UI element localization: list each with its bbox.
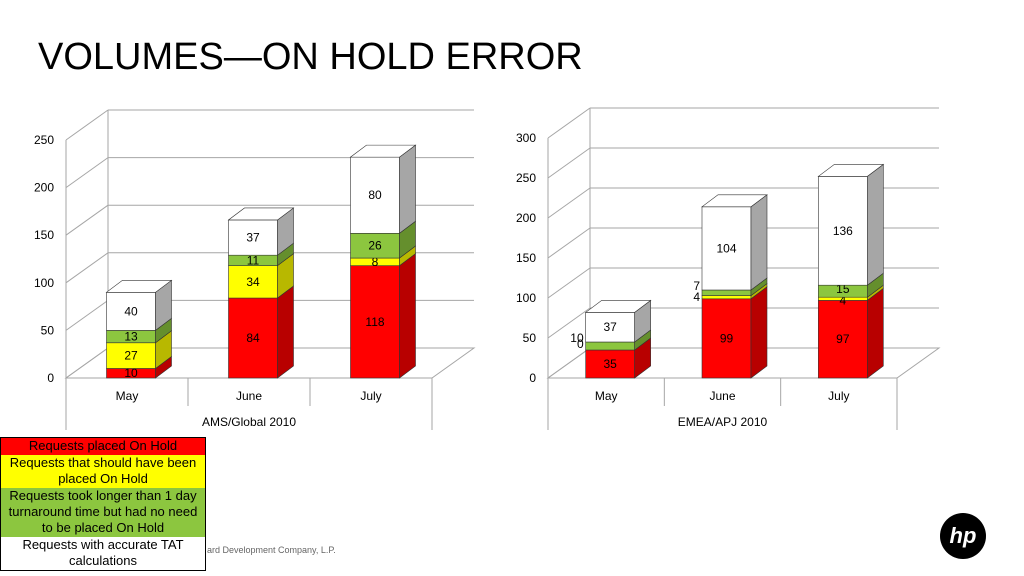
bar-segment <box>106 292 156 331</box>
data-label: 15 <box>836 282 850 296</box>
legend-item-longer-than-1-day: Requests took longer than 1 day turnarou… <box>1 488 205 537</box>
page-title: VOLUMES—ON HOLD ERROR <box>38 36 583 78</box>
data-label: 136 <box>833 224 853 238</box>
x-axis-title: AMS/Global 2010 <box>202 415 296 429</box>
data-label: 11 <box>247 253 260 267</box>
hp-logo-icon: hp <box>940 513 986 559</box>
legend: Requests placed On Hold Requests that sh… <box>0 437 206 571</box>
data-label: 27 <box>124 349 138 363</box>
bar-segment <box>106 342 156 369</box>
data-label: 84 <box>246 331 260 345</box>
y-tick-label: 0 <box>47 371 54 385</box>
y-tick-label: 100 <box>516 291 536 305</box>
bar-top <box>105 280 173 293</box>
gridline-side <box>547 187 591 219</box>
bar-top <box>227 207 295 221</box>
data-label: 10 <box>570 331 584 345</box>
bar-segment <box>350 156 400 234</box>
y-tick-label: 250 <box>516 171 536 185</box>
x-tick-label: June <box>709 389 735 403</box>
bar-segment <box>228 297 278 379</box>
gridline-side <box>547 307 591 339</box>
gridline-side <box>65 109 109 141</box>
y-tick-label: 250 <box>34 133 54 147</box>
gridline-side <box>65 204 109 236</box>
data-label: 80 <box>368 188 382 202</box>
x-tick-label: July <box>828 389 849 403</box>
data-label: 8 <box>372 255 379 269</box>
y-tick-label: 50 <box>523 331 537 345</box>
gridline-side <box>65 252 109 284</box>
data-label: 4 <box>693 290 700 304</box>
data-label: 0 <box>577 337 584 351</box>
y-tick-label: 150 <box>34 228 54 242</box>
x-tick-label: June <box>236 389 262 403</box>
bar-segment <box>701 295 752 300</box>
data-label: 37 <box>603 320 617 334</box>
legend-item-should-have-been-on-hold: Requests that should have been placed On… <box>1 455 205 488</box>
bar-segment <box>818 176 868 286</box>
data-label: 4 <box>839 293 846 307</box>
copyright-footer: ard Development Company, L.P. <box>207 545 336 555</box>
hp-logo-text: hp <box>950 523 977 548</box>
bar-segment <box>228 265 278 299</box>
gridline-side <box>547 107 591 139</box>
y-tick-label: 0 <box>529 371 536 385</box>
bar-top <box>584 300 652 313</box>
bar-segment <box>701 298 752 379</box>
data-label: 26 <box>368 239 382 253</box>
data-label: 118 <box>365 315 384 329</box>
x-axis-title: EMEA/APJ 2010 <box>678 415 768 429</box>
y-tick-label: 200 <box>516 211 536 225</box>
bar-segment <box>701 289 752 296</box>
data-label: 10 <box>124 366 138 380</box>
bar-segment-side <box>750 194 768 291</box>
x-tick-label: May <box>116 389 139 403</box>
y-tick-label: 300 <box>516 131 536 145</box>
bar-segment-side <box>867 163 884 286</box>
bar-segment-side <box>867 287 884 379</box>
y-tick-label: 150 <box>516 251 536 265</box>
bar-segment <box>818 300 868 379</box>
gridline-side <box>547 267 591 299</box>
gridline-side <box>547 147 591 179</box>
bar-segment <box>585 341 635 351</box>
gridline-side <box>547 227 591 259</box>
data-label: 7 <box>693 279 700 293</box>
gridline-side <box>65 157 109 189</box>
data-label: 13 <box>124 330 138 344</box>
data-label: 34 <box>246 275 260 289</box>
bar-segment <box>350 265 400 379</box>
y-tick-label: 100 <box>34 276 54 290</box>
bar-top <box>349 144 417 158</box>
data-label: 97 <box>836 332 850 346</box>
data-label: 37 <box>246 231 260 245</box>
data-label: 35 <box>603 357 617 371</box>
bar-top <box>817 164 885 177</box>
data-label: 40 <box>124 304 138 318</box>
x-tick-label: May <box>595 389 618 403</box>
bar-segment-side <box>750 286 768 379</box>
x-tick-label: July <box>360 389 381 403</box>
y-tick-label: 50 <box>41 323 55 337</box>
gridline-side <box>65 299 109 331</box>
legend-item-on-hold: Requests placed On Hold <box>1 438 205 455</box>
bar-segment <box>585 312 635 343</box>
legend-item-accurate-tat: Requests with accurate TAT calculations <box>1 537 205 570</box>
data-label: 99 <box>720 331 734 345</box>
bar-top <box>701 194 768 208</box>
y-tick-label: 200 <box>34 181 54 195</box>
bar-segment <box>701 206 752 291</box>
data-label: 104 <box>716 241 736 255</box>
